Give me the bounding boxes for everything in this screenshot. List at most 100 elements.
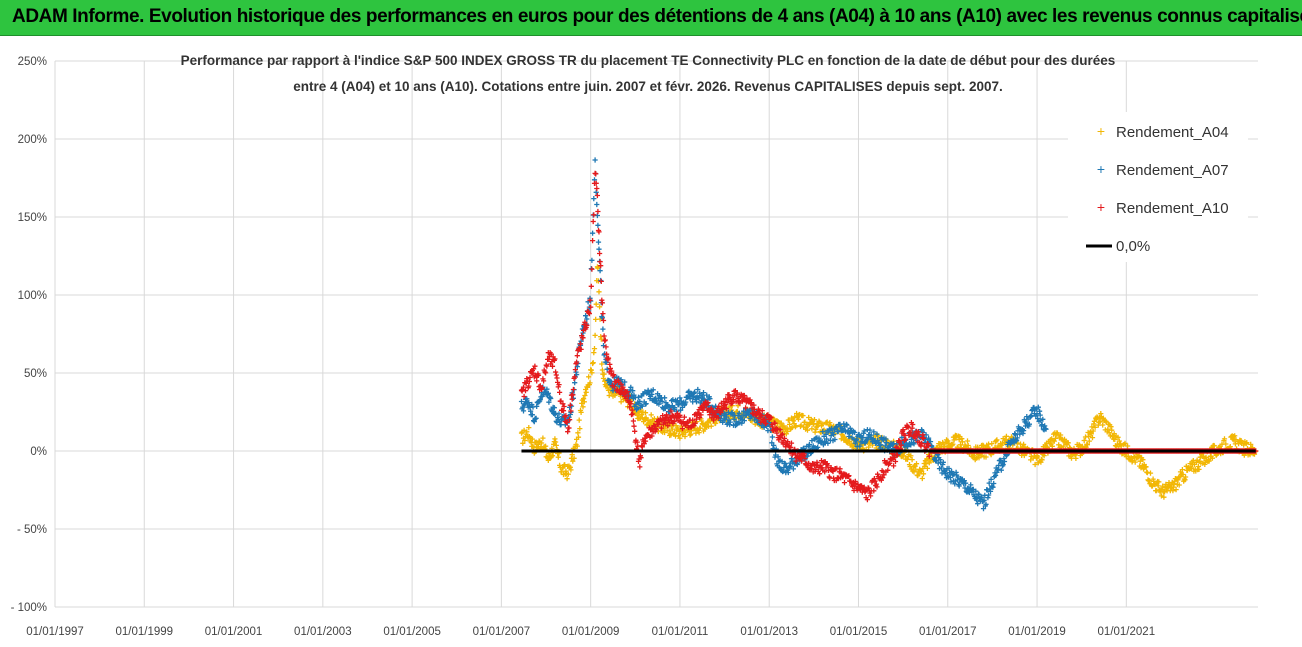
data-point <box>624 389 630 395</box>
data-point <box>772 420 778 426</box>
data-point <box>553 372 559 378</box>
data-point <box>567 417 573 423</box>
data-point <box>726 392 732 398</box>
data-point <box>788 456 795 462</box>
banner-title: ADAM Informe. Evolution historique des p… <box>12 6 1302 27</box>
x-tick-label: 01/01/2009 <box>562 626 620 638</box>
data-point <box>1180 471 1186 478</box>
y-tick-label: - 50% <box>17 524 47 536</box>
data-point <box>1106 430 1112 436</box>
data-point <box>1109 427 1115 433</box>
data-point <box>1040 416 1046 422</box>
data-point <box>986 480 992 486</box>
data-point <box>678 407 684 413</box>
data-point <box>854 437 860 443</box>
data-point <box>567 402 573 408</box>
data-point <box>1001 458 1008 465</box>
data-point <box>1026 421 1032 427</box>
data-point <box>591 212 597 218</box>
data-point <box>1232 433 1238 439</box>
data-point <box>529 412 535 418</box>
data-point <box>880 475 886 481</box>
data-point <box>580 404 586 410</box>
data-point <box>1227 444 1233 450</box>
data-point <box>940 459 946 465</box>
data-point <box>581 399 587 405</box>
data-point <box>802 455 808 462</box>
data-point <box>908 436 914 442</box>
data-point <box>604 366 610 372</box>
data-point <box>781 435 788 441</box>
data-point <box>594 201 600 208</box>
legend-marker-a04: + <box>1097 123 1105 139</box>
data-point <box>648 412 654 418</box>
data-point <box>775 454 781 460</box>
data-point <box>586 374 592 380</box>
data-point <box>824 436 830 442</box>
data-point <box>986 492 992 498</box>
data-point <box>910 421 916 428</box>
data-point <box>780 431 786 437</box>
data-point <box>804 427 811 433</box>
data-point <box>1203 454 1209 460</box>
data-point <box>1012 432 1018 438</box>
data-point <box>708 423 714 429</box>
data-point <box>672 405 678 411</box>
data-point <box>642 438 649 444</box>
data-point <box>560 401 566 407</box>
data-point <box>1061 443 1067 449</box>
data-point <box>881 472 887 478</box>
data-point <box>1014 435 1020 441</box>
data-point <box>595 239 602 245</box>
data-point <box>1161 494 1167 500</box>
data-point <box>861 484 867 490</box>
data-point <box>1043 426 1049 432</box>
data-point <box>535 372 542 378</box>
data-point <box>564 476 570 482</box>
data-point <box>570 386 576 393</box>
data-point <box>1023 420 1029 426</box>
data-point <box>692 389 698 395</box>
data-point <box>1244 440 1250 446</box>
data-point <box>522 388 529 394</box>
data-point <box>577 341 584 347</box>
data-point <box>857 443 863 449</box>
data-point <box>723 414 730 420</box>
data-point <box>1000 462 1006 468</box>
data-point <box>594 192 600 199</box>
data-point <box>1132 459 1138 465</box>
data-point <box>946 465 952 472</box>
data-point <box>590 230 596 236</box>
x-tick-label: 01/01/2019 <box>1008 626 1066 638</box>
data-point <box>793 423 799 429</box>
x-tick-label: 01/01/1999 <box>115 626 173 638</box>
data-point <box>1017 431 1023 437</box>
x-tick-label: 01/01/2021 <box>1098 626 1156 638</box>
data-point <box>1003 453 1009 459</box>
legend-marker-a07: + <box>1097 161 1105 177</box>
data-point <box>687 432 693 438</box>
data-point <box>586 311 592 317</box>
data-point <box>837 466 843 472</box>
data-point <box>759 413 765 419</box>
data-point <box>600 317 607 324</box>
data-point <box>892 458 899 465</box>
data-point <box>566 425 572 431</box>
data-point <box>663 420 669 426</box>
data-point <box>1112 436 1118 442</box>
data-point <box>638 455 644 461</box>
data-point <box>556 382 562 388</box>
data-point <box>524 429 530 435</box>
data-point <box>600 326 606 332</box>
data-point <box>963 480 969 486</box>
data-point <box>539 440 545 446</box>
data-point <box>762 416 768 422</box>
x-tick-label: 01/01/2013 <box>740 626 798 638</box>
data-point <box>894 452 900 458</box>
data-point <box>1032 461 1038 468</box>
data-point <box>883 440 890 446</box>
data-point <box>975 501 981 507</box>
data-point <box>653 427 659 433</box>
data-point <box>618 381 624 387</box>
data-point <box>558 398 564 404</box>
